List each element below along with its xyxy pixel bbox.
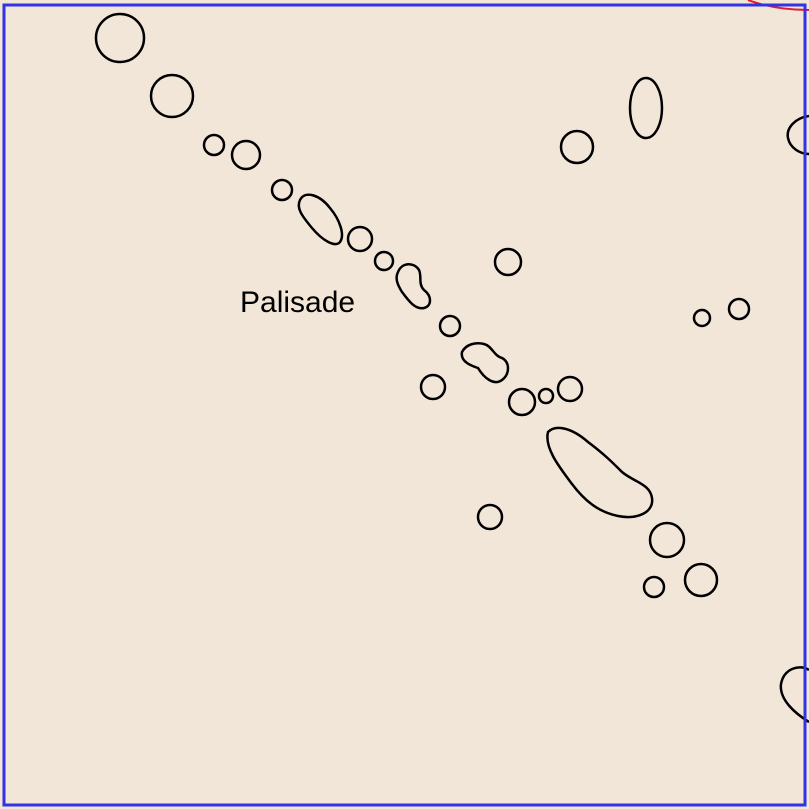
posthole-feature — [556, 375, 584, 403]
pit-feature — [628, 76, 664, 140]
posthole-feature — [546, 426, 654, 519]
posthole-feature — [395, 263, 432, 310]
posthole-feature — [297, 193, 344, 246]
posthole-feature — [438, 314, 462, 338]
pit-feature — [727, 297, 751, 321]
pit-feature — [559, 129, 595, 165]
posthole-feature — [642, 575, 666, 599]
posthole-feature — [648, 521, 686, 559]
edge-feature — [779, 666, 809, 724]
feature-label: Palisade — [240, 286, 355, 319]
posthole-feature — [537, 387, 555, 405]
edge-feature — [786, 114, 809, 156]
posthole-feature — [94, 12, 146, 64]
map-frame — [2, 3, 807, 807]
posthole-feature — [373, 250, 395, 272]
posthole-feature — [419, 373, 447, 401]
pit-feature — [692, 308, 712, 328]
posthole-feature — [346, 225, 374, 253]
posthole-feature — [149, 73, 195, 119]
posthole-feature — [230, 139, 262, 171]
posthole-feature — [507, 387, 537, 417]
posthole-feature — [270, 178, 294, 202]
pit-feature — [476, 503, 504, 531]
pit-feature — [493, 247, 523, 277]
posthole-feature — [202, 133, 226, 157]
posthole-feature — [683, 562, 719, 598]
posthole-feature — [460, 342, 510, 384]
boundary-line — [747, 0, 809, 11]
